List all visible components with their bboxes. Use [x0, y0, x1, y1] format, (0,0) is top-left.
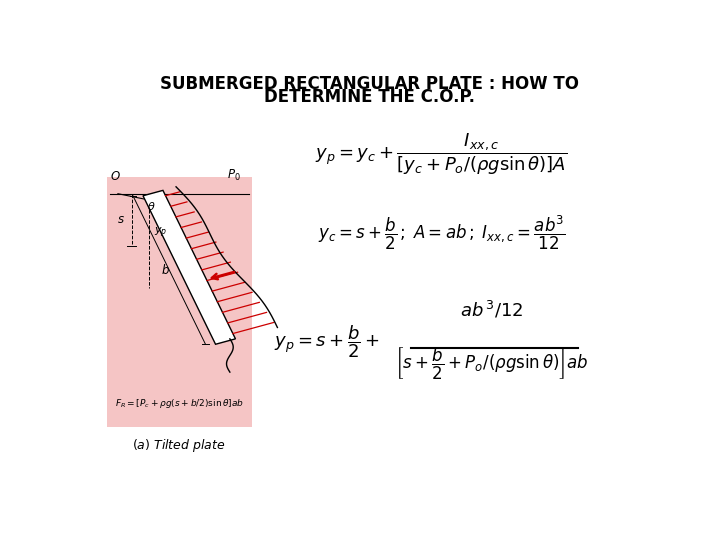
Bar: [107, 177, 252, 427]
Text: $s$: $s$: [117, 213, 125, 226]
Text: DETERMINE THE C.O.P.: DETERMINE THE C.O.P.: [264, 87, 474, 106]
Text: $P_0$: $P_0$: [227, 168, 240, 183]
Text: $(a)$ Tilted plate: $(a)$ Tilted plate: [132, 437, 226, 454]
Text: $b$: $b$: [161, 263, 170, 277]
Text: $\theta$: $\theta$: [147, 200, 156, 212]
Text: $y_p$: $y_p$: [154, 225, 168, 240]
Text: SUBMERGED RECTANGULAR PLATE : HOW TO: SUBMERGED RECTANGULAR PLATE : HOW TO: [160, 75, 578, 93]
Text: $y_p = y_c + \dfrac{I_{xx,c}}{\left[y_c + P_o/(\rho g \sin\theta)\right]A}$: $y_p = y_c + \dfrac{I_{xx,c}}{\left[y_c …: [315, 132, 567, 177]
Text: $O$: $O$: [109, 170, 120, 183]
Polygon shape: [143, 191, 235, 345]
Text: $y_c = s + \dfrac{b}{2}\,;\; A = ab\,;\; I_{xx,c} = \dfrac{ab^3}{12}$: $y_c = s + \dfrac{b}{2}\,;\; A = ab\,;\;…: [318, 214, 565, 252]
Text: $F_R = [P_c + \rho g(s+b/2)\sin\theta]ab$: $F_R = [P_c + \rho g(s+b/2)\sin\theta]ab…: [114, 397, 244, 410]
Text: $\left[s + \dfrac{b}{2} + P_o/(\rho g \sin\theta)\right]ab$: $\left[s + \dfrac{b}{2} + P_o/(\rho g \s…: [395, 346, 588, 382]
Text: $ab^{\,3}/12$: $ab^{\,3}/12$: [460, 300, 523, 321]
Text: $y_p = s + \dfrac{b}{2} + $: $y_p = s + \dfrac{b}{2} + $: [274, 323, 379, 360]
